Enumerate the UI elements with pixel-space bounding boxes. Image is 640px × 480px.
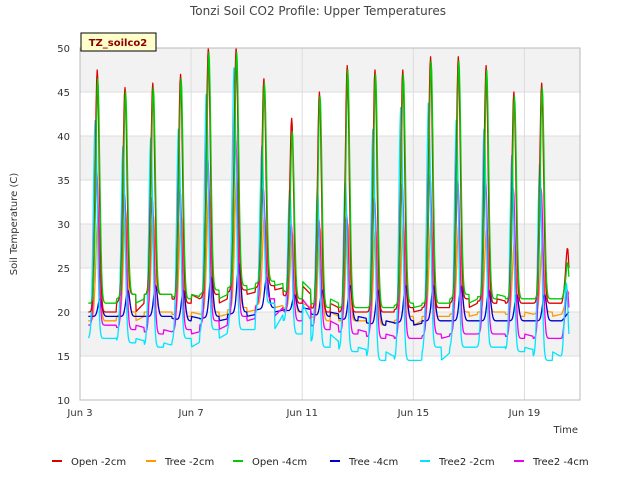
legend-label: Tree2 -4cm <box>532 457 589 468</box>
plot-frame <box>79 47 581 401</box>
y-tick-label: 50 <box>57 44 70 55</box>
plot-band <box>80 136 580 180</box>
y-tick-label: 40 <box>57 132 70 143</box>
series-line-tree-2cm <box>88 174 570 326</box>
y-tick-label: 30 <box>57 220 70 231</box>
series-line-tree2-2cm <box>87 67 570 362</box>
legend-label: Open -4cm <box>252 457 307 468</box>
plot-band <box>80 48 580 92</box>
legend-label: Tree2 -2cm <box>438 457 495 468</box>
series-layer <box>87 47 570 362</box>
y-tick-label: 25 <box>57 264 70 275</box>
plot-band <box>80 224 580 268</box>
x-tick-label: Jun 3 <box>66 408 92 419</box>
legend-item: Tree2 -4cm <box>514 457 589 468</box>
legend-item: Tree -2cm <box>146 457 214 468</box>
legend-label: Tree -4cm <box>348 457 398 468</box>
legend-label: Tree -2cm <box>164 457 214 468</box>
y-axis-title: Soil Temperature (C) <box>9 173 20 276</box>
y-tick-label: 35 <box>57 176 70 187</box>
legend-label: Open -2cm <box>71 457 126 468</box>
legend-item: Open -2cm <box>52 457 126 468</box>
x-tick-label: Jun 7 <box>178 408 204 419</box>
legend-item: Tree2 -2cm <box>420 457 495 468</box>
y-tick-label: 20 <box>57 308 70 319</box>
y-tick-label: 10 <box>57 396 70 407</box>
x-axis-ticks: Jun 3 Jun 7 Jun 11 Jun 15 Jun 19 <box>66 408 540 419</box>
x-tick-label: Jun 19 <box>508 408 541 419</box>
x-tick-label: Jun 11 <box>285 408 318 419</box>
y-tick-label: 45 <box>57 88 70 99</box>
legend-item: Open -4cm <box>233 457 307 468</box>
site-badge-label: TZ_soilco2 <box>89 38 148 49</box>
legend-item: Tree -4cm <box>330 457 398 468</box>
legend: Open -2cm Tree -2cm Open -4cm Tree -4cm Tree… <box>52 457 589 468</box>
chart-title: Tonzi Soil CO2 Profile: Upper Temperatur… <box>189 4 446 18</box>
series-line-tree2-4cm <box>88 135 570 340</box>
series-line-open-4cm <box>88 51 570 309</box>
site-badge: TZ_soilco2 <box>80 32 157 52</box>
x-axis-title: Time <box>553 425 578 436</box>
y-tick-label: 15 <box>57 352 70 363</box>
site-badge-box <box>80 32 157 52</box>
x-tick-label: Jun 15 <box>397 408 430 419</box>
y-axis-ticks: 10 15 20 25 30 35 40 45 50 <box>57 44 70 407</box>
